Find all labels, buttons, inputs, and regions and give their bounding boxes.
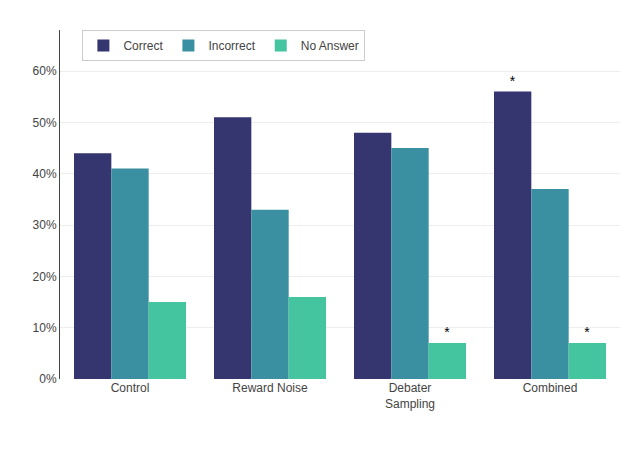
svg-text:Correct: Correct <box>123 39 163 53</box>
svg-text:DebaterSampling: DebaterSampling <box>385 381 435 411</box>
svg-text:No Answer: No Answer <box>301 39 359 53</box>
svg-text:20%: 20% <box>33 270 57 284</box>
svg-text:*: * <box>444 324 450 340</box>
svg-text:*: * <box>584 324 590 340</box>
svg-text:40%: 40% <box>33 167 57 181</box>
svg-text:Incorrect: Incorrect <box>208 39 255 53</box>
svg-text:10%: 10% <box>33 321 57 335</box>
svg-text:50%: 50% <box>33 116 57 130</box>
svg-text:30%: 30% <box>33 218 57 232</box>
svg-text:*: * <box>510 73 516 89</box>
svg-text:60%: 60% <box>33 64 57 78</box>
svg-text:Reward Noise: Reward Noise <box>232 381 308 395</box>
svg-text:Control: Control <box>111 381 150 395</box>
svg-text:0%: 0% <box>39 372 57 386</box>
svg-text:Combined: Combined <box>523 381 578 395</box>
